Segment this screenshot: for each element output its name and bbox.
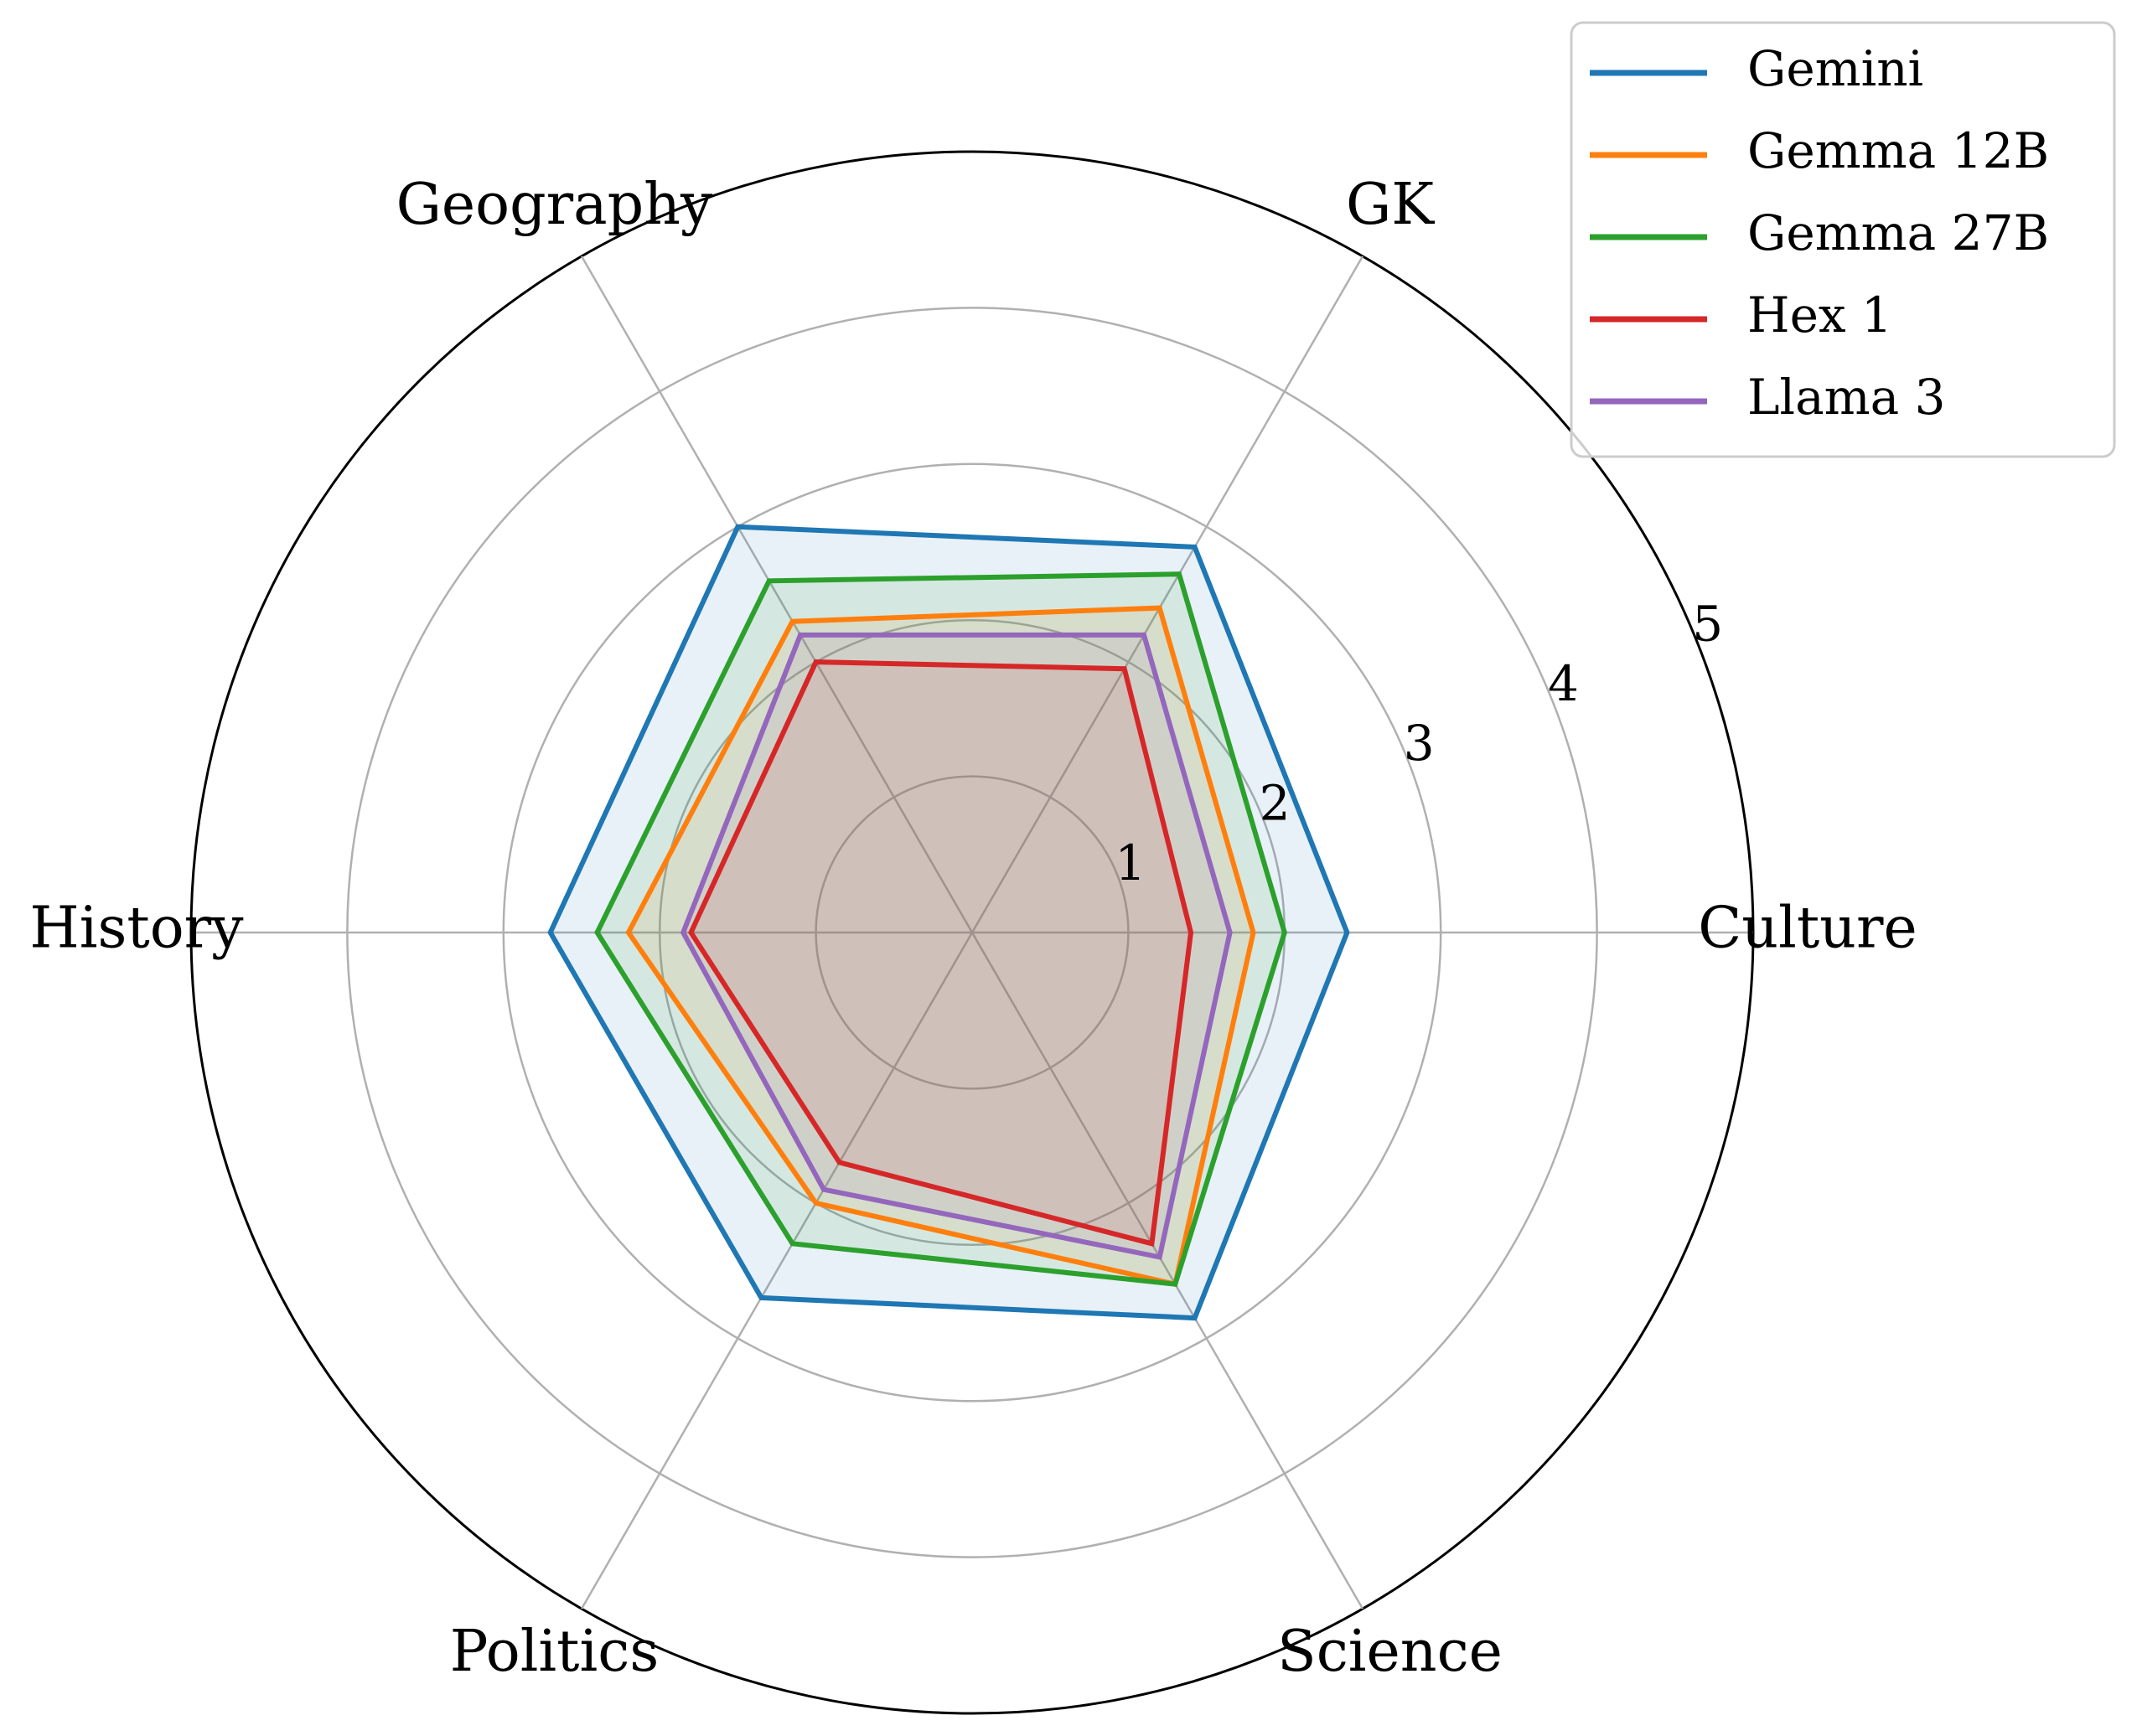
r-tick-label-3: 3	[1404, 715, 1435, 772]
legend-frame	[1570, 21, 2116, 458]
legend-label-gemini: Gemini	[1747, 40, 1923, 97]
series-fill-llama-3	[683, 634, 1230, 1258]
category-label-gk: GK	[1346, 172, 1435, 238]
spoke-geography	[580, 256, 974, 933]
series-line-hex-1	[688, 659, 1194, 1248]
series-fills	[550, 526, 1348, 1319]
legend-label-gemma-27b: Gemma 27B	[1747, 204, 2049, 261]
r-tick-label-5: 5	[1692, 595, 1723, 652]
legend: Gemini Gemma 12B Gemma 27B Hex 1 Llama 3	[1570, 21, 2116, 458]
series-line-gemma-27b	[594, 571, 1287, 1287]
series-fill-hex-1	[691, 662, 1191, 1244]
r-tick-label-4: 4	[1548, 655, 1579, 712]
legend-label-hex-1: Hex 1	[1747, 287, 1892, 344]
legend-label-gemma-12b: Gemma 12B	[1747, 122, 2049, 179]
spoke-gk	[970, 256, 1364, 933]
r-tick-label-1: 1	[1115, 834, 1146, 891]
category-label-politics: Politics	[450, 1619, 660, 1685]
legend-label-llama-3: Llama 3	[1747, 369, 1946, 426]
spoke-politics	[580, 932, 974, 1609]
series-line-llama-3	[680, 632, 1233, 1260]
category-label-history: History	[29, 896, 244, 962]
series-line-gemini	[547, 524, 1350, 1321]
series-lines	[547, 524, 1350, 1321]
category-label-culture: Culture	[1698, 896, 1917, 962]
r-tick-label-2: 2	[1260, 774, 1291, 831]
category-label-geography: Geography	[396, 172, 713, 238]
axis-labels: 1 2 3 4 5 Culture GK Geography History Politics Sc…	[29, 172, 1917, 1685]
spoke-science	[970, 932, 1364, 1609]
series-fill-gemini	[550, 526, 1348, 1319]
series-fill-gemma-27b	[597, 574, 1285, 1284]
category-label-science: Science	[1277, 1619, 1503, 1685]
grid-layer	[189, 150, 1755, 1715]
